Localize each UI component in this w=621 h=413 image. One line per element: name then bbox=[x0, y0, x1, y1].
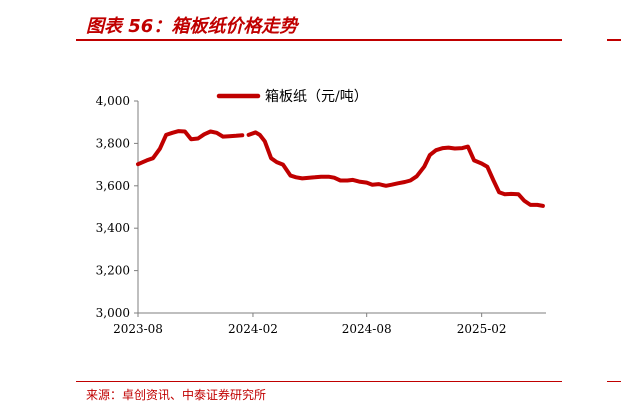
y-tick-label: 3,400 bbox=[96, 221, 130, 235]
source-note: 来源：卓创资讯、中泰证券研究所 bbox=[86, 388, 267, 402]
y-ticks: 3,000 3,200 3,400 3,600 3,800 4,000 bbox=[96, 94, 138, 320]
source-rule-fragment bbox=[607, 381, 621, 382]
series-line bbox=[246, 130, 545, 208]
y-tick-label: 3,600 bbox=[96, 179, 130, 193]
y-tick-label: 4,000 bbox=[96, 94, 130, 108]
x-ticks: 2023-08 2024-02 2024-08 2025-02 bbox=[113, 313, 507, 336]
source-rule bbox=[76, 381, 562, 382]
title-rule bbox=[76, 39, 562, 41]
legend-label: 箱板纸（元/吨） bbox=[265, 89, 368, 105]
y-tick-label: 3,800 bbox=[96, 136, 130, 150]
series-layer bbox=[136, 129, 545, 208]
x-tick-label: 2024-02 bbox=[228, 322, 278, 336]
x-tick-label: 2025-02 bbox=[457, 322, 507, 336]
y-tick-label: 3,000 bbox=[96, 306, 130, 320]
x-tick-label: 2023-08 bbox=[113, 322, 163, 336]
chart-axes bbox=[137, 101, 546, 314]
series-line bbox=[136, 129, 245, 167]
title-rule-fragment bbox=[607, 39, 621, 41]
y-tick-label: 3,200 bbox=[96, 264, 130, 278]
figure-title: 图表 56：箱板纸价格走势 bbox=[86, 16, 298, 37]
x-tick-label: 2024-08 bbox=[342, 322, 392, 336]
legend: 箱板纸（元/吨） bbox=[216, 89, 368, 105]
